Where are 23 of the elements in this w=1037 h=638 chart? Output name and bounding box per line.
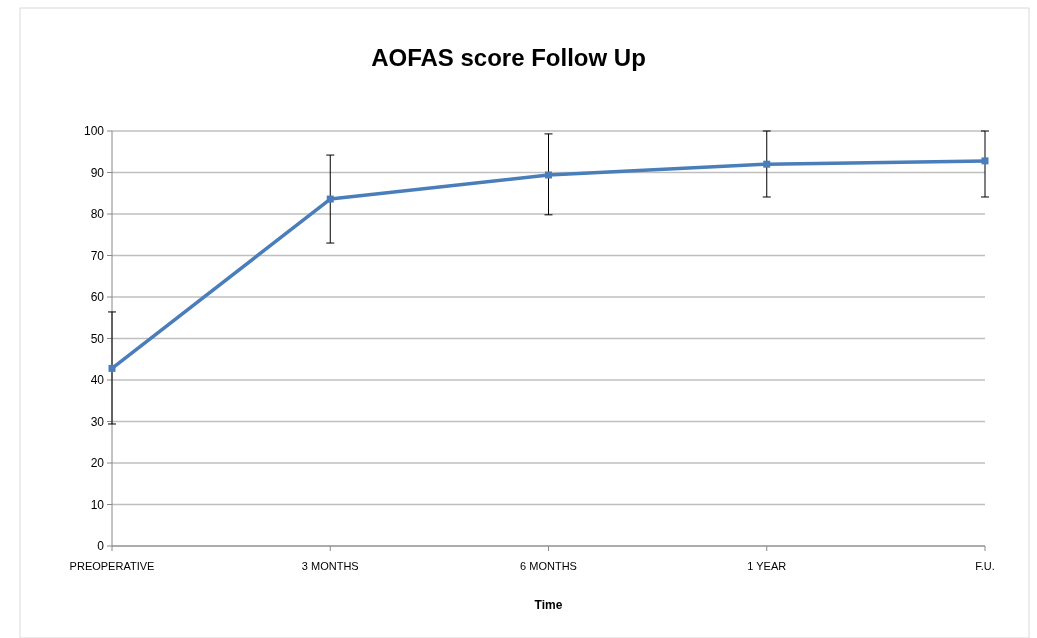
y-tick-label: 100 [83, 124, 105, 139]
y-tick-label: 10 [90, 497, 105, 512]
y-tick-label: 80 [90, 207, 105, 222]
point [763, 160, 771, 168]
point [545, 171, 552, 179]
x-tick-label: 3 MONTHS [301, 560, 359, 572]
y-tick-label: 50 [90, 331, 105, 346]
chart-title: AOFAS score Follow Up [371, 44, 646, 71]
y-tick-label: 0 [97, 539, 105, 554]
point [108, 364, 116, 372]
point [981, 157, 989, 165]
y-tick-label: 90 [90, 165, 105, 180]
x-tick-label: 6 MONTHS [520, 560, 577, 572]
x-tick-label: F.U. [975, 560, 995, 572]
x-tick-label: 1 YEAR [747, 560, 787, 572]
x-tick-label: PREOPERATIVE [69, 560, 155, 572]
y-tick-label: 20 [90, 456, 105, 471]
y-tick-label: 30 [90, 414, 105, 429]
y-tick-label: 40 [90, 373, 105, 388]
y-tick-label: 70 [90, 248, 105, 263]
x-axis-title: Time [534, 598, 563, 612]
y-tick-label: 60 [90, 290, 105, 305]
point [326, 195, 334, 203]
